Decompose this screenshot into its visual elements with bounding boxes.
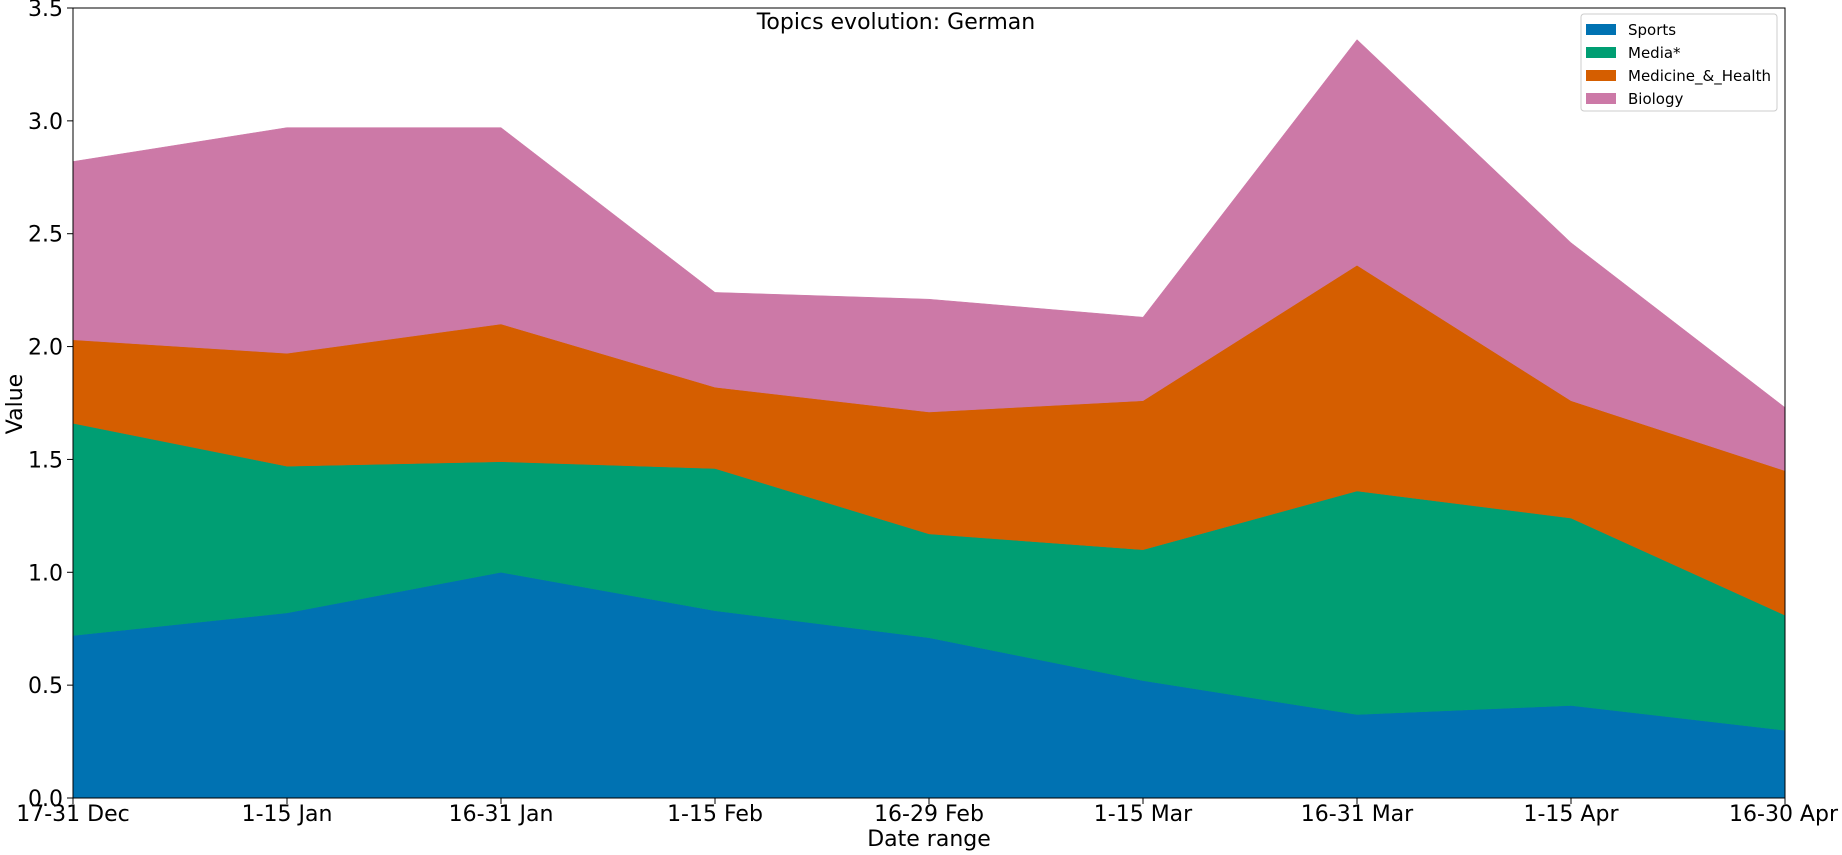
x-tick-label: 16-29 Feb bbox=[874, 802, 984, 827]
y-axis: 0.0 0.5 1.0 1.5 2.0 2.5 3.0 3.5 bbox=[28, 0, 73, 812]
x-tick-label: 16-31 Jan bbox=[449, 802, 554, 827]
legend-box bbox=[1580, 13, 1778, 112]
chart-title: Topics evolution: German bbox=[756, 10, 1036, 35]
x-tick-label: 1-15 Feb bbox=[667, 802, 763, 827]
stacked-areas bbox=[72, 39, 1786, 799]
legend-label-medicine-health: Medicine_&_Health bbox=[1628, 67, 1771, 86]
legend-label-sports: Sports bbox=[1628, 21, 1676, 39]
y-axis-title: Value bbox=[3, 374, 28, 434]
y-tick-label: 0.0 bbox=[28, 787, 63, 812]
x-tick-label: 1-15 Jan bbox=[242, 802, 333, 827]
y-tick-label: 2.0 bbox=[28, 336, 63, 361]
x-tick-label: 1-15 Mar bbox=[1094, 802, 1193, 827]
legend-label-media: Media* bbox=[1628, 44, 1681, 62]
x-tick-label: 1-15 Apr bbox=[1524, 802, 1620, 827]
legend-swatch-medicine-health bbox=[1586, 70, 1616, 81]
y-tick-label: 2.5 bbox=[28, 223, 63, 248]
legend-label-biology: Biology bbox=[1628, 90, 1684, 108]
y-tick-label: 1.5 bbox=[28, 448, 63, 473]
legend: Sports Media* Medicine_&_Health Biology bbox=[1580, 13, 1778, 112]
x-tick-label: 17-31 Dec bbox=[16, 802, 130, 827]
y-tick-label: 3.5 bbox=[28, 0, 63, 22]
y-tick-label: 1.0 bbox=[28, 561, 63, 586]
x-axis: 17-31 Dec 1-15 Jan 16-31 Jan 1-15 Feb 16-29 … bbox=[16, 798, 1839, 827]
x-tick-label: 16-31 Mar bbox=[1301, 802, 1414, 827]
legend-swatch-biology bbox=[1586, 93, 1616, 104]
x-tick-label: 16-30 Apr bbox=[1729, 802, 1839, 827]
legend-swatch-sports bbox=[1586, 24, 1616, 35]
legend-swatch-media bbox=[1586, 47, 1616, 58]
y-tick-label: 0.5 bbox=[28, 674, 63, 699]
x-axis-title: Date range bbox=[867, 827, 991, 852]
y-tick-label: 3.0 bbox=[28, 110, 63, 135]
